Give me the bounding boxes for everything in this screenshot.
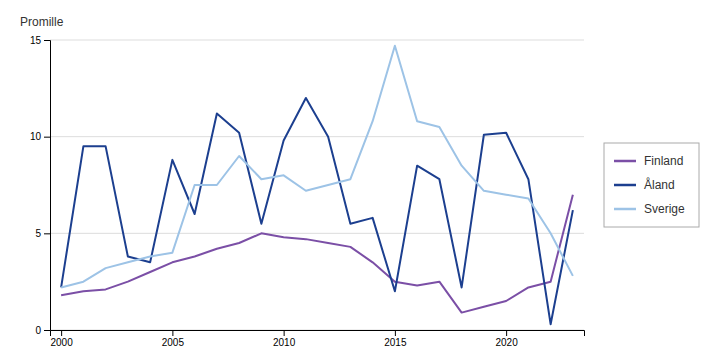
grid (50, 40, 584, 330)
tick-label: 10 (30, 131, 42, 142)
legend: Finland Åland Sverige (604, 143, 699, 227)
legend-label: Finland (644, 154, 683, 168)
series-line (61, 46, 573, 288)
legend-label: Åland (644, 177, 675, 192)
axis-line (44, 41, 51, 331)
tick: 2010 (273, 330, 296, 348)
tick: 2020 (496, 330, 519, 348)
tick-label: 2010 (273, 337, 296, 348)
tick-label: 2005 (162, 337, 185, 348)
legend-item: Finland (614, 154, 683, 168)
tick-mark (506, 330, 507, 336)
tick-label: 15 (30, 35, 42, 46)
grid-line (50, 233, 584, 234)
chart: 2000 2005 2010 2015 2020 0 5 10 15 Promille Finlan… (0, 0, 714, 362)
tick-label: 5 (35, 228, 41, 239)
legend-swatch (614, 160, 636, 163)
tick-mark (61, 330, 62, 336)
legend-box (604, 143, 699, 227)
tick: 5 (35, 228, 50, 239)
y-axis-title: Promille (20, 15, 64, 29)
tick-mark (44, 330, 50, 331)
tick-mark (284, 330, 285, 336)
x-axis: 2000 2005 2010 2015 2020 (51, 330, 585, 348)
tick-label: 2000 (51, 337, 74, 348)
tick: 0 (35, 325, 50, 336)
series-line (61, 98, 573, 324)
tick-mark (172, 330, 173, 336)
plot: 2000 2005 2010 2015 2020 0 5 10 15 (30, 35, 585, 348)
tick: 2000 (51, 330, 74, 348)
legend-label: Sverige (644, 202, 685, 216)
tick-label: 2015 (384, 337, 407, 348)
legend-item: Åland (614, 177, 675, 192)
legend-item: Sverige (614, 202, 685, 216)
axis-line (51, 331, 585, 337)
tick-mark (44, 233, 50, 234)
tick-mark (44, 40, 50, 41)
tick-mark (44, 137, 50, 138)
tick: 2015 (384, 330, 407, 348)
grid-line (50, 136, 584, 137)
legend-swatch (614, 208, 636, 211)
tick: 10 (30, 131, 50, 142)
tick: 15 (30, 35, 50, 46)
legend-swatch (614, 184, 636, 187)
y-axis: 0 5 10 15 (30, 35, 51, 336)
tick-mark (395, 330, 396, 336)
lines (61, 46, 573, 324)
tick: 2005 (162, 330, 185, 348)
series-line (61, 195, 573, 313)
tick-label: 0 (35, 325, 41, 336)
tick-label: 2020 (496, 337, 519, 348)
grid-line (50, 40, 584, 41)
